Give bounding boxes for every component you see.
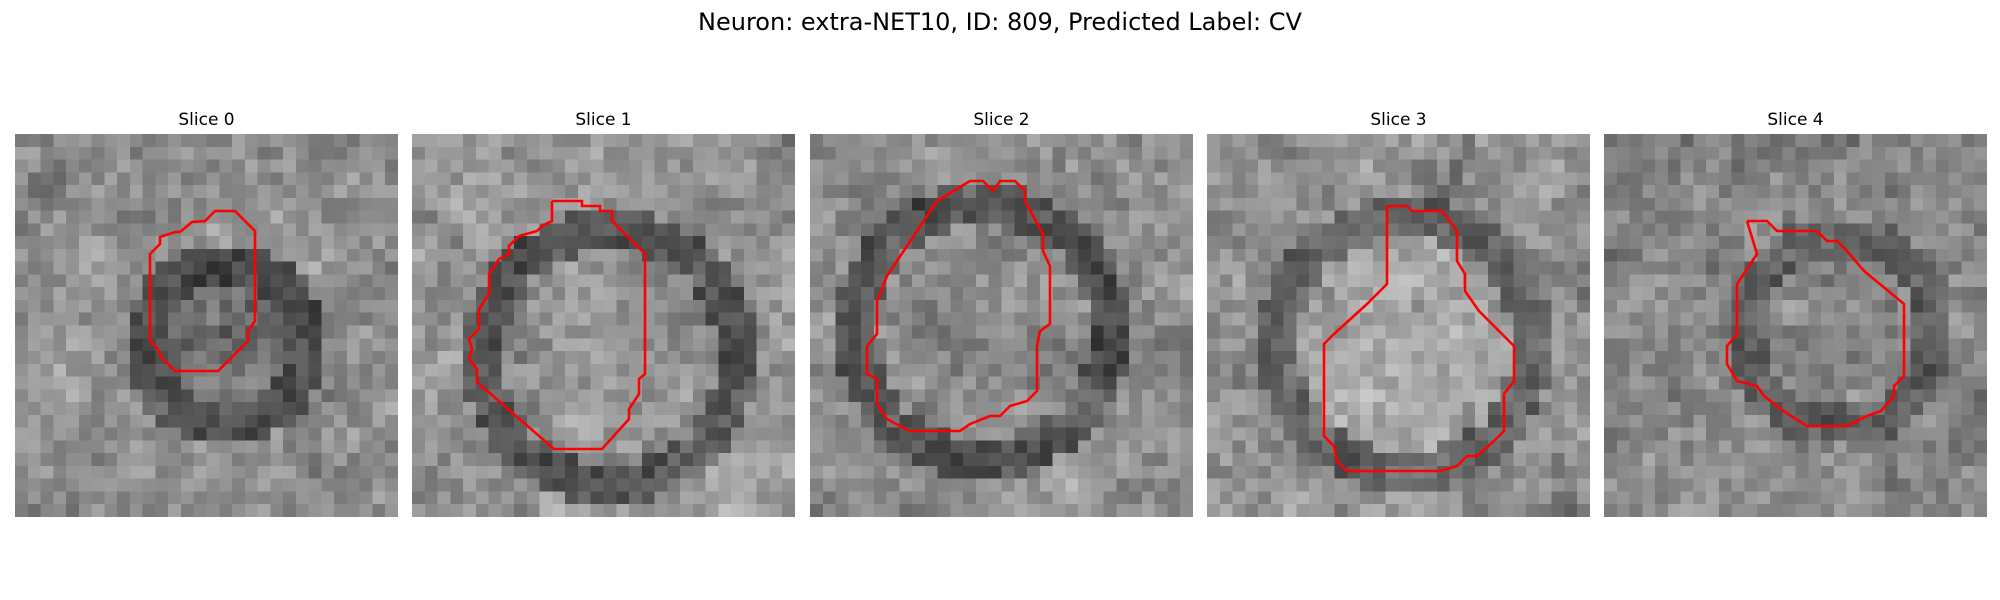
- roi-contour: [148, 209, 257, 373]
- slice-panel-0: Slice 0: [15, 108, 398, 518]
- grayscale-image: [15, 134, 398, 517]
- roi-contour: [1725, 219, 1906, 428]
- roi-contour-overlay: [865, 179, 1052, 433]
- slice-panel-3: Slice 3: [1207, 108, 1590, 518]
- slice-panel-1: Slice 1: [412, 108, 795, 518]
- slice-title: Slice 3: [1370, 110, 1427, 130]
- slice-title: Slice 0: [178, 110, 235, 130]
- slice-image: [1207, 134, 1590, 517]
- roi-contour-overlay: [467, 199, 647, 451]
- slice-image: [1604, 134, 1987, 517]
- slice-title: Slice 1: [575, 110, 632, 130]
- roi-contour-overlay: [148, 209, 257, 373]
- roi-contour: [1322, 204, 1516, 473]
- slice-image: [412, 134, 795, 517]
- slice-image: [15, 134, 398, 517]
- roi-contour-overlay: [1322, 204, 1516, 473]
- slice-panel-4: Slice 4: [1604, 108, 1987, 518]
- slice-title: Slice 4: [1767, 110, 1824, 130]
- roi-contour: [467, 199, 647, 451]
- slice-title: Slice 2: [973, 110, 1030, 130]
- figure-title: Neuron: extra-NET10, ID: 809, Predicted …: [698, 8, 1302, 36]
- grayscale-image: [1604, 134, 1987, 517]
- roi-contour-overlay: [1725, 219, 1906, 428]
- roi-contour: [865, 179, 1052, 433]
- slice-panel-2: Slice 2: [810, 108, 1193, 518]
- grayscale-image: [412, 134, 795, 517]
- grayscale-image: [1207, 134, 1590, 517]
- slice-image: [810, 134, 1193, 517]
- grayscale-image: [810, 134, 1193, 517]
